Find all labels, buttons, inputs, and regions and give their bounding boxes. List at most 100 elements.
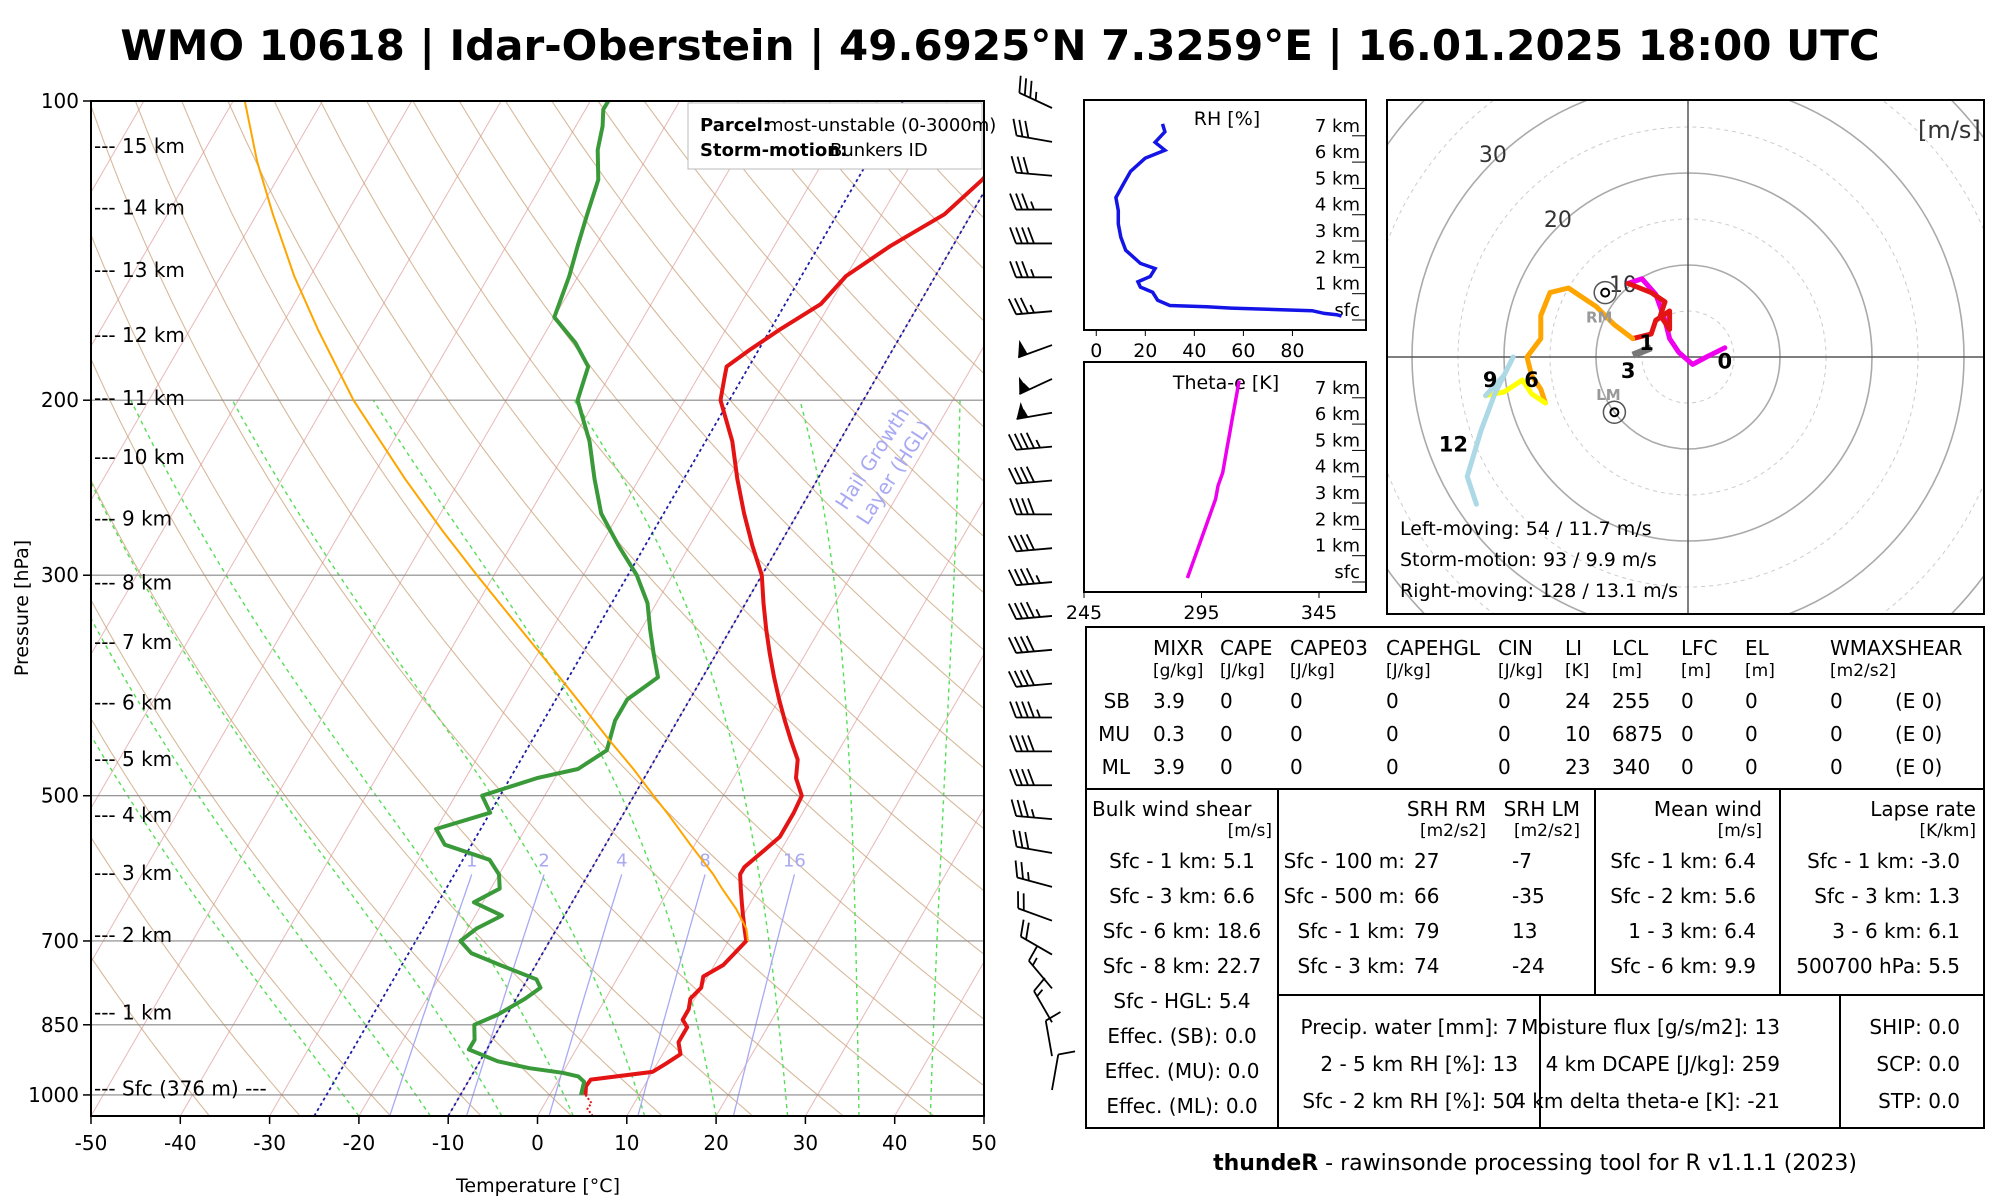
param-cell: 0 bbox=[1290, 722, 1303, 746]
isotherm bbox=[91, 101, 681, 1116]
misc-row: SHIP: 0.0 bbox=[1869, 1015, 1960, 1039]
level-label: 2 km bbox=[1315, 509, 1360, 530]
level-label: sfc bbox=[1334, 562, 1360, 583]
param-cell: 3.9 bbox=[1153, 689, 1185, 713]
barb-full bbox=[1021, 735, 1029, 752]
height-label: --- 6 km bbox=[94, 691, 172, 715]
dry-adiabat bbox=[505, 101, 984, 651]
x-tick-label: -40 bbox=[164, 1131, 197, 1155]
barb-full bbox=[1021, 227, 1029, 244]
hodo-shear-bar bbox=[1631, 344, 1653, 359]
barb-full bbox=[1033, 977, 1046, 992]
dry-adiabat bbox=[366, 101, 984, 830]
barb-full bbox=[1025, 635, 1035, 652]
height-label: --- 1 km bbox=[94, 1000, 172, 1024]
wind-barb bbox=[1007, 432, 1053, 451]
barb-full bbox=[1010, 155, 1018, 173]
isotherm bbox=[537, 345, 984, 1116]
height-label: --- 10 km bbox=[94, 445, 185, 469]
barb-half bbox=[1030, 268, 1035, 278]
y-tick-label: 200 bbox=[41, 388, 79, 412]
barb-full bbox=[1007, 298, 1017, 315]
skewt-background-lines: 1 2 4 8 16 bbox=[91, 101, 984, 1116]
mean-wind-row: 1 - 3 km: 6.4 bbox=[1628, 919, 1756, 943]
barb-full bbox=[1012, 118, 1018, 136]
param-cell: 0 bbox=[1290, 689, 1303, 713]
barb-half bbox=[1036, 989, 1044, 997]
wind-barb bbox=[1007, 635, 1053, 654]
barb-full bbox=[1019, 568, 1029, 585]
param-header: CAPE bbox=[1220, 636, 1272, 660]
hodo-note-storm: Storm-motion: 93 / 9.9 m/s bbox=[1400, 549, 1657, 571]
barb-full bbox=[1009, 193, 1017, 210]
param-unit: [J/kg] bbox=[1220, 661, 1265, 681]
misc-row: STP: 0.0 bbox=[1878, 1089, 1960, 1113]
wind-barb bbox=[1016, 402, 1053, 420]
bulk-shear-unit: [m/s] bbox=[1228, 821, 1272, 841]
hodo-height-label: 6 bbox=[1524, 368, 1539, 392]
y-tick-label: 850 bbox=[41, 1013, 79, 1037]
parcel-line bbox=[243, 101, 749, 942]
isotherm bbox=[91, 101, 502, 810]
srh-row-label: Sfc - 3 km: bbox=[1297, 954, 1405, 978]
barb-full bbox=[1021, 193, 1029, 210]
barb-full bbox=[1025, 466, 1035, 483]
param-unit: [m] bbox=[1745, 661, 1775, 681]
barb-staff bbox=[1018, 378, 1053, 395]
param-cell: 0 bbox=[1386, 722, 1399, 746]
param-cell: 0 bbox=[1681, 755, 1694, 779]
legend-storm-label: Storm-motion: bbox=[700, 140, 847, 161]
barb-full bbox=[1027, 768, 1035, 786]
barb-full bbox=[1007, 467, 1017, 485]
bulk-shear-row: Effec. (MU): 0.0 bbox=[1105, 1059, 1260, 1083]
wind-barb bbox=[1017, 891, 1053, 922]
srh-rm-value: 27 bbox=[1414, 849, 1439, 873]
height-label: --- 15 km bbox=[94, 134, 185, 158]
param-cell: 0 bbox=[1290, 755, 1303, 779]
barb-full bbox=[1023, 78, 1028, 96]
mixing-ratio-label: 2 bbox=[538, 850, 549, 871]
hodo-ring-label: 40 bbox=[1414, 78, 1442, 103]
isotherm bbox=[626, 499, 984, 1116]
srh-lm-value: 13 bbox=[1512, 919, 1537, 943]
wind-barb bbox=[1010, 155, 1053, 177]
barb-full bbox=[1025, 922, 1030, 940]
param-row-label: MU bbox=[1098, 722, 1130, 746]
lapse-unit: [K/km] bbox=[1919, 821, 1976, 841]
param-cell: 0 bbox=[1220, 722, 1233, 746]
profile-line bbox=[1114, 123, 1342, 318]
wind-barb bbox=[1018, 75, 1053, 109]
skewt-profiles bbox=[243, 101, 984, 1116]
param-unit: [g/kg] bbox=[1153, 661, 1203, 681]
bulk-shear-row: Sfc - 6 km: 18.6 bbox=[1103, 919, 1261, 943]
moist-adiabat bbox=[929, 400, 961, 1116]
barb-full bbox=[1014, 860, 1019, 878]
wind-barb bbox=[1018, 376, 1053, 395]
skewt-axes: -50 -40 -30 -20 -10 0 10 20 30 40 50 100 200 300 500 70… bbox=[28, 89, 997, 1155]
wind-barb bbox=[1017, 339, 1053, 359]
lapse-row: Sfc - 1 km: -3.0 bbox=[1807, 849, 1960, 873]
param-cell: (E 0) bbox=[1895, 755, 1942, 779]
param-unit: [m] bbox=[1681, 661, 1711, 681]
height-label: --- 13 km bbox=[94, 258, 185, 282]
param-header: EL bbox=[1745, 636, 1770, 660]
height-label: --- 14 km bbox=[94, 196, 185, 220]
barb-full bbox=[1022, 800, 1029, 818]
barb-full bbox=[1021, 260, 1029, 278]
mixing-ratio-label: 1 bbox=[466, 850, 477, 871]
legend-parcel-value: most-unstable (0-3000m) bbox=[766, 115, 996, 136]
barb-full bbox=[1019, 602, 1029, 619]
level-label: 4 km bbox=[1315, 457, 1360, 478]
srh-lm-title: SRH LM bbox=[1504, 797, 1580, 821]
wind-barb bbox=[1012, 829, 1053, 854]
dry-adiabat bbox=[227, 101, 984, 1020]
isotherm bbox=[179, 101, 770, 1116]
mixing-ratio-line bbox=[637, 874, 706, 1116]
param-cell: 0 bbox=[1830, 722, 1843, 746]
barb-full bbox=[1022, 893, 1025, 911]
mixing-ratio-label: 8 bbox=[699, 850, 710, 871]
param-unit: [J/kg] bbox=[1386, 661, 1431, 681]
srh-rm-title: SRH RM bbox=[1407, 797, 1486, 821]
dry-adiabat bbox=[91, 598, 482, 1116]
param-header: WMAXSHEAR bbox=[1830, 636, 1962, 660]
